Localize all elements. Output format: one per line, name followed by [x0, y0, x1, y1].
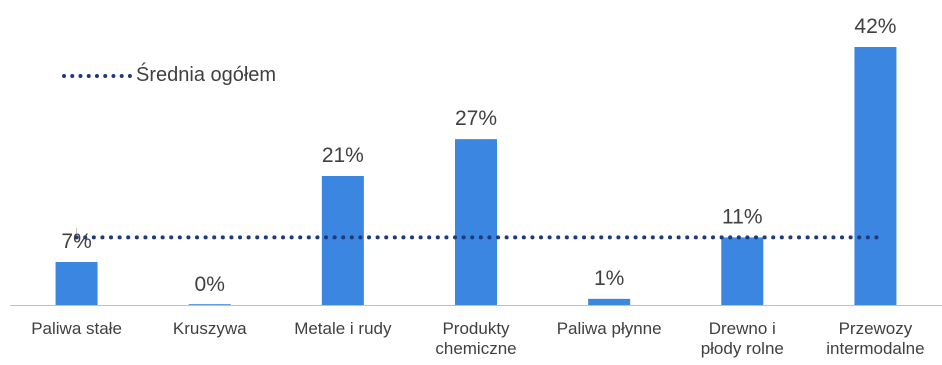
data-label: 27% [455, 107, 497, 130]
legend: Średnia ogółem [62, 64, 276, 87]
legend-average-swatch [62, 73, 132, 78]
x-tick-label: Metale i rudy [294, 319, 392, 338]
bar [188, 304, 231, 305]
legend-average-label: Średnia ogółem [136, 64, 277, 86]
x-tick-label: Kruszywa [173, 319, 247, 338]
data-label: 42% [854, 15, 896, 38]
x-tick-label: Paliwa stałe [31, 319, 122, 338]
x-tick-label: Przewozy intermodalne [826, 319, 924, 358]
bar [321, 176, 364, 305]
data-label: 11% [722, 205, 762, 228]
bar [854, 47, 897, 305]
data-label: 0% [195, 273, 225, 296]
bar [55, 262, 98, 305]
bar [455, 139, 497, 305]
data-label: 1% [594, 267, 624, 290]
data-label: 21% [322, 144, 364, 167]
x-tick-label: Produkty chemiczne [435, 319, 516, 358]
bar [721, 237, 764, 305]
bars-group [55, 47, 897, 305]
data-labels-group: 7% 0% 21% 27% 1% 11% 42% [61, 15, 896, 296]
bar [588, 298, 631, 305]
average-line-group [74, 228, 884, 240]
data-label: 7% [61, 230, 91, 253]
x-tick-label: Drewno i płody rolne [701, 319, 784, 358]
x-axis: Paliwa stałe Kruszywa Metale i rudy Produkt… [10, 305, 942, 358]
x-tick-label: Paliwa płynne [557, 319, 662, 338]
